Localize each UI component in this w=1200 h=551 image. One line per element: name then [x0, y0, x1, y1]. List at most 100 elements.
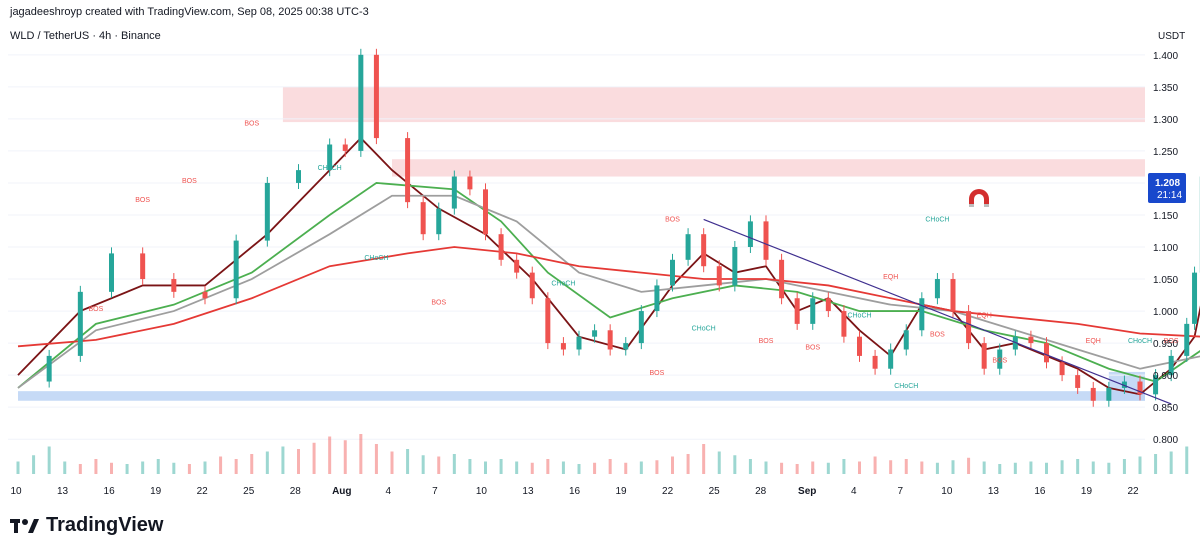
volume-bar: [671, 456, 674, 474]
candle-body: [857, 336, 862, 356]
x-axis-ticks: 10 13 16 19 22 25 28 Aug 4 7 10 13 16 19 22 25 28 Sep 4 7 10…: [10, 486, 1139, 497]
volume-bar: [265, 451, 269, 474]
supply-zone-1: [392, 159, 1145, 177]
candle-body: [763, 221, 769, 260]
y-tick-label: 1.050: [1153, 275, 1178, 286]
volume-bar: [1169, 451, 1173, 474]
candle-body: [1137, 381, 1143, 395]
volume-bar: [1154, 454, 1158, 474]
volume-bar: [561, 461, 565, 474]
last-price-badge: [1148, 173, 1186, 203]
candle-body: [1106, 387, 1112, 401]
candle-body: [296, 170, 301, 183]
volume-bar: [1029, 461, 1033, 474]
volume-bar: [577, 464, 581, 474]
annotation-label: BOS: [244, 120, 259, 127]
annotation-label: EQH: [883, 274, 898, 281]
demand-zone-2: [18, 391, 1145, 401]
volume-bar: [951, 460, 955, 474]
candle-body: [405, 138, 411, 203]
annotation-label: CHoCH: [551, 280, 575, 287]
x-tick-label: 25: [243, 486, 255, 497]
volume-bar: [1045, 462, 1048, 474]
price-axis[interactable]: [1146, 22, 1200, 510]
candle-body: [966, 311, 972, 344]
candle-body: [1059, 362, 1065, 376]
x-tick-label: 7: [432, 486, 438, 497]
candle-body: [841, 311, 847, 337]
candle-body: [919, 298, 925, 331]
candle-body: [264, 182, 270, 241]
annotation-label: BOS: [665, 216, 680, 223]
candle-body: [1153, 375, 1159, 395]
annotation-label: EQH: [977, 312, 992, 319]
candle-body: [46, 355, 52, 382]
volume-bar: [593, 462, 597, 474]
volume-bar: [826, 462, 830, 474]
y-tick-label: 0.950: [1153, 339, 1178, 350]
y-tick-label: 1.350: [1153, 83, 1178, 94]
annotation-label: BOS: [992, 357, 1007, 364]
volume-bar: [515, 461, 519, 474]
candle-body: [701, 234, 707, 267]
annotation-label: CHoCH: [847, 312, 871, 319]
candle-body: [592, 330, 598, 337]
candle-body: [825, 298, 831, 312]
volume-bar: [343, 440, 347, 474]
volume-bar: [47, 446, 51, 474]
x-tick-label: 19: [1081, 486, 1093, 497]
candle-body: [950, 279, 956, 312]
candle-body: [171, 279, 177, 292]
tradingview-brand: TradingView: [10, 514, 163, 537]
x-tick-label: 16: [1034, 486, 1046, 497]
volume-bar: [904, 459, 908, 474]
x-tick-label: 10: [10, 486, 22, 497]
volume-bar: [94, 459, 98, 474]
volume-bar: [437, 456, 441, 474]
volume-bar: [63, 461, 67, 474]
last-price-value: 1.208: [1155, 178, 1180, 189]
volume-bar: [608, 459, 612, 474]
candle-body: [342, 144, 348, 151]
volume-bar: [312, 442, 316, 474]
candle-body: [997, 349, 1003, 369]
annotation-label: BOS: [930, 332, 945, 339]
volume-layer: [16, 434, 1189, 474]
annotations-layer: BOS BOS BOS BOS CHoCH CHoCH CHoCH BOS BOS CHoCH BO…: [89, 120, 1179, 405]
annotation-label: CHoCH: [925, 216, 949, 223]
volume-bar: [219, 456, 223, 474]
candle-body: [623, 343, 629, 350]
x-tick-label: 22: [662, 486, 674, 497]
candle-body: [498, 234, 504, 260]
candle-body: [436, 208, 442, 235]
candle-body: [732, 247, 738, 286]
y-tick-label: 1.400: [1153, 51, 1178, 62]
volume-bar: [16, 461, 20, 474]
volume-bar: [920, 461, 924, 474]
x-tick-label: 4: [851, 486, 857, 497]
volume-bar: [468, 459, 472, 474]
candle-body: [109, 253, 114, 292]
candle-body: [514, 259, 520, 273]
tradingview-logo-icon: [10, 518, 39, 533]
volume-bar: [374, 444, 378, 474]
annotation-label: CHoCH: [894, 383, 918, 390]
volume-bar: [795, 464, 799, 474]
volume-bar: [935, 462, 939, 474]
volume-bar: [1107, 462, 1111, 474]
volume-bar: [281, 446, 285, 474]
candlestick-chart[interactable]: USDT BOS BOS BOS BOS CHoCH CHoCH CHoCH BOS BOS CH…: [0, 22, 1200, 510]
y-axis-ticks: 1.4001.3501.3001.2501.2001.1501.1001.050…: [1153, 51, 1178, 446]
annotation-label: BOS: [89, 306, 104, 313]
moving-averages-layer: [17, 136, 1200, 396]
volume-bar: [141, 461, 145, 474]
volume-bar: [484, 461, 487, 474]
volume-bar: [234, 459, 238, 474]
volume-bar: [203, 461, 207, 474]
candle-body: [810, 298, 816, 324]
volume-bar: [156, 459, 160, 474]
volume-bar: [546, 459, 550, 474]
candle-body: [420, 202, 426, 235]
annotation-label: EQH: [1086, 338, 1101, 345]
x-tick-label: 16: [569, 486, 581, 497]
